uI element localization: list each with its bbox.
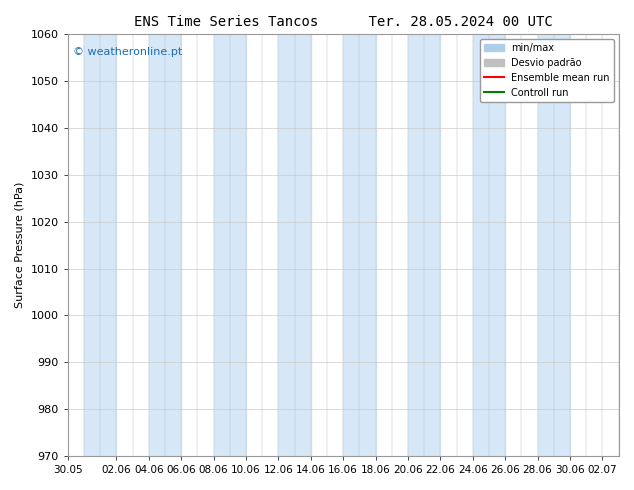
Bar [214,34,246,456]
Bar [84,34,116,456]
Bar [343,34,375,456]
Bar [538,34,570,456]
Bar [278,34,311,456]
Bar [473,34,505,456]
Text: © weatheronline.pt: © weatheronline.pt [73,47,183,57]
Bar [408,34,441,456]
Legend: min/max, Desvio padrão, Ensemble mean run, Controll run: min/max, Desvio padrão, Ensemble mean ru… [481,39,614,101]
Y-axis label: Surface Pressure (hPa): Surface Pressure (hPa) [15,182,25,308]
Title: ENS Time Series Tancos      Ter. 28.05.2024 00 UTC: ENS Time Series Tancos Ter. 28.05.2024 0… [134,15,553,29]
Bar [149,34,181,456]
